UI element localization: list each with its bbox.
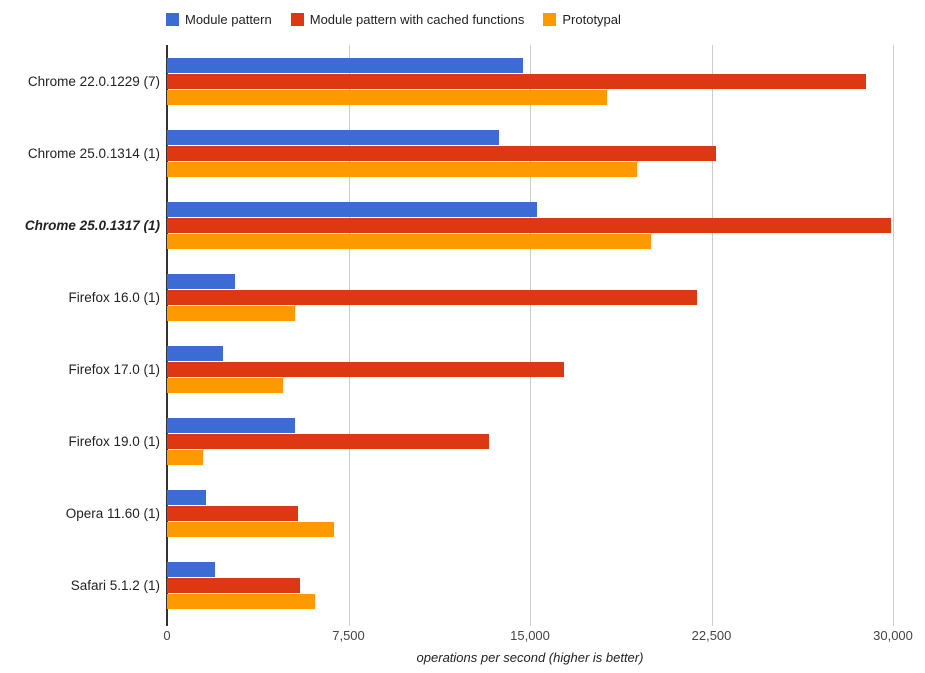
bar[interactable] xyxy=(167,161,637,177)
category-label: Firefox 17.0 (1) xyxy=(68,362,160,378)
bar-group xyxy=(167,550,893,622)
x-tick-label: 7,500 xyxy=(332,628,365,643)
bar[interactable] xyxy=(167,490,206,506)
x-axis-title: operations per second (higher is better) xyxy=(416,650,644,665)
gridline xyxy=(348,45,350,626)
legend-label: Module pattern xyxy=(185,12,272,27)
bar[interactable] xyxy=(167,57,523,73)
bar[interactable] xyxy=(167,346,223,362)
x-tick-label: 15,000 xyxy=(510,628,550,643)
bar[interactable] xyxy=(167,562,216,578)
bar[interactable] xyxy=(167,418,296,434)
bar[interactable] xyxy=(167,145,717,161)
bar[interactable] xyxy=(167,305,296,321)
legend-item: Module pattern xyxy=(166,12,272,27)
legend-label: Prototypal xyxy=(562,12,621,27)
x-tick-label: 22,500 xyxy=(691,628,732,643)
category-label: Opera 11.60 (1) xyxy=(65,506,160,522)
gridline xyxy=(530,45,531,626)
bar-group xyxy=(167,478,893,550)
bar[interactable] xyxy=(167,129,499,145)
bar[interactable] xyxy=(167,522,334,538)
plot-area xyxy=(166,45,894,626)
category-label: Chrome 25.0.1317 (1) xyxy=(24,217,160,233)
bar[interactable] xyxy=(167,89,608,105)
bar[interactable] xyxy=(167,233,652,249)
category-label: Firefox 16.0 (1) xyxy=(68,289,160,305)
bar[interactable] xyxy=(167,434,489,450)
legend-label: Module pattern with cached functions xyxy=(309,12,525,27)
bar[interactable] xyxy=(167,201,538,217)
bar[interactable] xyxy=(167,378,284,394)
gridline xyxy=(893,45,894,626)
bar[interactable] xyxy=(167,273,235,289)
legend-item: Module pattern with cached functions xyxy=(290,12,525,27)
bar[interactable] xyxy=(167,594,315,610)
bar-rows xyxy=(167,45,893,622)
bar[interactable] xyxy=(167,506,298,522)
category-label: Chrome 25.0.1314 (1) xyxy=(27,145,160,161)
x-axis-tick-labels: 0 7,500 15,000 22,500 30,000 xyxy=(163,628,913,644)
bar-group xyxy=(167,189,893,261)
legend-swatch-icon xyxy=(290,13,304,26)
x-tick-label: 30,000 xyxy=(873,628,913,643)
x-tick-label: 0 xyxy=(163,628,171,643)
bar[interactable] xyxy=(167,73,867,89)
bar[interactable] xyxy=(167,578,301,594)
category-label: Safari 5.1.2 (1) xyxy=(70,578,160,594)
bar[interactable] xyxy=(167,362,564,378)
legend-item: Prototypal xyxy=(543,12,621,27)
chart-legend: Module pattern Module pattern with cached… xyxy=(166,12,621,27)
category-label: Chrome 22.0.1229 (7) xyxy=(27,73,160,89)
legend-swatch-icon xyxy=(166,13,179,26)
bar-group xyxy=(167,45,893,117)
gridline xyxy=(711,45,713,626)
bar[interactable] xyxy=(167,289,697,305)
legend-swatch-icon xyxy=(543,13,557,26)
bar[interactable] xyxy=(167,217,891,233)
bar-group xyxy=(167,406,893,478)
bar[interactable] xyxy=(167,450,204,466)
y-axis-line xyxy=(166,45,168,626)
bar-group xyxy=(167,261,893,333)
bar-group xyxy=(167,334,893,406)
category-label: Firefox 19.0 (1) xyxy=(68,434,160,450)
bar-group xyxy=(167,117,893,189)
